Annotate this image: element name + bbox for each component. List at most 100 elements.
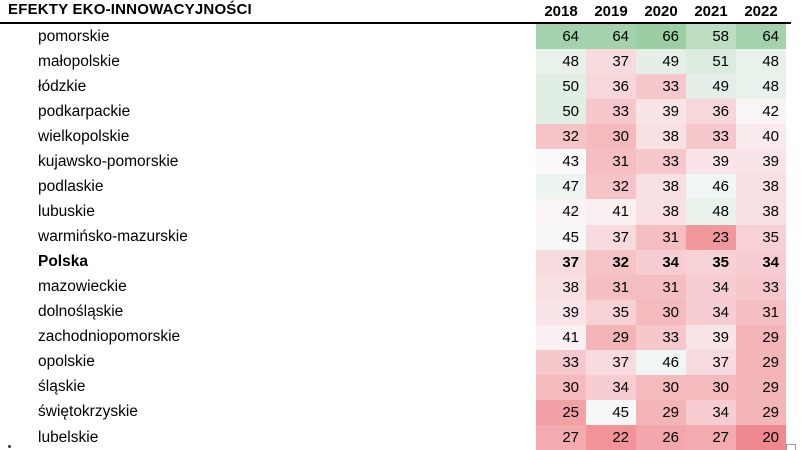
value-cell: 48 (686, 199, 736, 225)
value-cell: 34 (586, 374, 636, 400)
value-cell: 20 (736, 425, 786, 450)
value-cell: 35 (736, 224, 786, 250)
table-header: EFEKTY EKO-INNOWACYJNOŚCI 2018 2019 2020 20… (0, 0, 811, 22)
value-cells: 38 31 31 34 33 (536, 274, 786, 300)
value-cells: 33 37 46 37 29 (536, 349, 786, 375)
table-row: lubelskie 27 22 26 27 20 (0, 425, 811, 450)
table-row: małopolskie 48 37 49 51 48 (0, 49, 811, 75)
value-cell: 50 (536, 74, 586, 100)
value-cell: 35 (686, 249, 736, 275)
value-cell: 30 (636, 299, 686, 325)
value-cell: 31 (736, 299, 786, 325)
region-label: łódzkie (38, 77, 87, 95)
selection-handle (786, 444, 796, 450)
region-label: kujawsko-pomorskie (38, 152, 179, 170)
value-cell: 39 (736, 149, 786, 175)
value-cell: 38 (736, 199, 786, 225)
table-title: EFEKTY EKO-INNOWACYJNOŚCI (8, 1, 252, 18)
value-cell: 42 (736, 99, 786, 125)
year-headers: 2018 2019 2020 2021 2022 (536, 0, 786, 22)
value-cell: 37 (686, 349, 736, 375)
value-cell: 29 (736, 399, 786, 425)
value-cells: 32 30 38 33 40 (536, 124, 786, 150)
region-label: pomorskie (38, 27, 110, 45)
region-label: dolnośląskie (38, 303, 124, 321)
value-cells: 41 29 33 39 29 (536, 324, 786, 350)
region-label: warmińsko-mazurskie (38, 228, 188, 246)
value-cell: 29 (736, 324, 786, 350)
value-cell: 46 (686, 174, 736, 200)
value-cell: 33 (586, 99, 636, 125)
value-cell: 34 (686, 299, 736, 325)
value-cell: 33 (536, 349, 586, 375)
value-cell: 64 (736, 24, 786, 50)
value-cell: 46 (636, 349, 686, 375)
value-cell: 31 (636, 224, 686, 250)
value-cell: 39 (686, 149, 736, 175)
table-row: świętokrzyskie 25 45 29 34 29 (0, 399, 811, 425)
table-row: mazowieckie 38 31 31 34 33 (0, 274, 811, 300)
table-row: Polska 37 32 34 35 34 (0, 249, 811, 275)
value-cell: 31 (586, 149, 636, 175)
table-row: podkarpackie 50 33 39 36 42 (0, 99, 811, 125)
value-cells: 39 35 30 34 31 (536, 299, 786, 325)
value-cell: 31 (586, 274, 636, 300)
region-label: podkarpackie (38, 102, 131, 120)
value-cell: 32 (586, 249, 636, 275)
value-cell: 34 (736, 249, 786, 275)
value-cell: 27 (536, 425, 586, 450)
table-row: warmińsko-mazurskie 45 37 31 23 35 (0, 224, 811, 250)
value-cell: 25 (536, 399, 586, 425)
value-cell: 36 (686, 99, 736, 125)
value-cell: 30 (536, 374, 586, 400)
table-row: lubuskie 42 41 38 48 38 (0, 199, 811, 225)
year-header-2019: 2019 (594, 2, 628, 20)
value-cell: 40 (736, 124, 786, 150)
value-cell: 36 (586, 74, 636, 100)
region-label: mazowieckie (38, 278, 127, 296)
region-label: Polska (38, 253, 88, 271)
value-cells: 64 64 66 58 64 (536, 24, 786, 50)
value-cell: 37 (586, 49, 636, 75)
value-cell: 33 (686, 124, 736, 150)
artifact-dot (8, 445, 11, 448)
value-cell: 29 (636, 399, 686, 425)
value-cells: 30 34 30 30 29 (536, 374, 786, 400)
value-cell: 42 (536, 199, 586, 225)
value-cell: 29 (736, 349, 786, 375)
table-row: dolnośląskie 39 35 30 34 31 (0, 299, 811, 325)
region-label: opolskie (38, 353, 95, 371)
value-cell: 23 (686, 224, 736, 250)
region-label: lubuskie (38, 202, 95, 220)
region-label: śląskie (38, 378, 86, 396)
value-cell: 30 (686, 374, 736, 400)
value-cell: 29 (736, 374, 786, 400)
region-label: wielkopolskie (38, 127, 130, 145)
value-cell: 32 (536, 124, 586, 150)
table-row: śląskie 30 34 30 30 29 (0, 374, 811, 400)
value-cell: 49 (636, 49, 686, 75)
value-cell: 33 (636, 324, 686, 350)
region-label: świętokrzyskie (38, 403, 138, 421)
value-cell: 32 (586, 174, 636, 200)
value-cell: 43 (536, 149, 586, 175)
value-cell: 38 (636, 174, 686, 200)
value-cell: 31 (636, 274, 686, 300)
value-cells: 27 22 26 27 20 (536, 425, 786, 450)
year-header-2018: 2018 (544, 2, 578, 20)
table-row: kujawsko-pomorskie 43 31 33 39 39 (0, 149, 811, 175)
table-row: podlaskie 47 32 38 46 38 (0, 174, 811, 200)
value-cells: 45 37 31 23 35 (536, 224, 786, 250)
value-cell: 37 (586, 224, 636, 250)
value-cell: 48 (736, 74, 786, 100)
table-row: opolskie 33 37 46 37 29 (0, 349, 811, 375)
value-cells: 37 32 34 35 34 (536, 249, 786, 275)
value-cell: 38 (536, 274, 586, 300)
table-row: wielkopolskie 32 30 38 33 40 (0, 124, 811, 150)
year-header-2022: 2022 (744, 2, 778, 20)
value-cell: 26 (636, 425, 686, 450)
value-cell: 47 (536, 174, 586, 200)
value-cell: 48 (736, 49, 786, 75)
value-cell: 41 (536, 324, 586, 350)
value-cell: 37 (586, 349, 636, 375)
